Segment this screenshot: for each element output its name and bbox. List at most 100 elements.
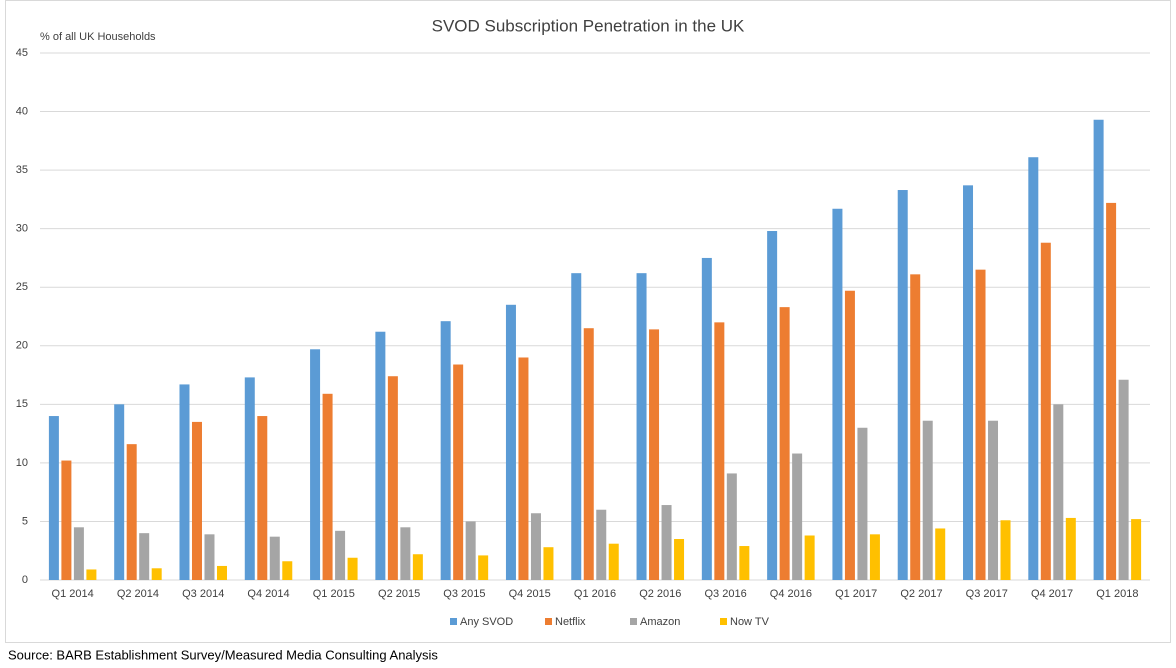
y-tick-label: 45 (16, 47, 28, 59)
bar (48, 416, 59, 580)
bar (322, 393, 333, 580)
bar (375, 331, 386, 580)
legend-label: Netflix (555, 616, 586, 628)
y-tick-label: 30 (16, 223, 28, 235)
bar (739, 546, 750, 580)
x-tick-label: Q3 2015 (443, 588, 485, 600)
y-axis-label: % of all UK Households (40, 31, 156, 43)
y-tick-label: 15 (16, 398, 28, 410)
bar (1053, 404, 1064, 580)
bar (1065, 517, 1076, 580)
bar (701, 257, 712, 580)
legend-swatch (545, 618, 552, 625)
bar (465, 521, 476, 580)
x-tick-label: Q1 2015 (313, 588, 355, 600)
bar (832, 208, 843, 580)
bar (988, 420, 999, 580)
bar (282, 561, 293, 580)
bar (73, 527, 84, 580)
bar (530, 513, 541, 580)
x-tick-label: Q4 2017 (1031, 588, 1073, 600)
bar (779, 307, 790, 580)
y-tick-label: 25 (16, 281, 28, 293)
y-tick-label: 5 (22, 515, 28, 527)
bar (1118, 379, 1129, 580)
x-tick-label: Q2 2017 (900, 588, 942, 600)
bar (922, 420, 933, 580)
bar (400, 527, 411, 580)
bar (412, 554, 423, 580)
bar (204, 534, 215, 580)
x-tick-label: Q2 2016 (639, 588, 681, 600)
bar (440, 321, 451, 580)
bar (792, 453, 803, 580)
y-tick-label: 0 (22, 574, 28, 586)
legend-label: Any SVOD (460, 616, 513, 628)
x-tick-label: Q1 2016 (574, 588, 616, 600)
legend-swatch (630, 618, 637, 625)
y-tick-label: 20 (16, 340, 28, 352)
bar (244, 377, 255, 580)
bar (844, 290, 855, 580)
bar (869, 534, 880, 580)
x-tick-label: Q2 2014 (117, 588, 159, 600)
bar (608, 543, 619, 580)
bar (583, 328, 594, 580)
bar (1131, 519, 1142, 580)
bar (310, 349, 321, 580)
bar (1093, 119, 1104, 581)
bar (935, 528, 946, 580)
bar (963, 185, 974, 580)
bar (1106, 202, 1117, 580)
x-tick-label: Q1 2017 (835, 588, 877, 600)
y-tick-label: 10 (16, 457, 28, 469)
bar (543, 547, 554, 580)
bar (674, 539, 685, 580)
bar (191, 421, 202, 580)
x-tick-label: Q1 2014 (52, 588, 94, 600)
bar (910, 274, 921, 580)
bar (86, 569, 97, 580)
bar (857, 427, 868, 580)
bar (1028, 157, 1039, 580)
bar (61, 460, 72, 580)
x-tick-label: Q4 2014 (247, 588, 289, 600)
bar (114, 404, 125, 580)
bar (649, 329, 660, 580)
bar (636, 273, 647, 580)
bar (151, 568, 162, 580)
bar (897, 190, 908, 580)
bar (518, 357, 529, 580)
x-tick-label: Q4 2016 (770, 588, 812, 600)
bar (1000, 520, 1011, 580)
bar (726, 473, 737, 580)
bar (347, 557, 358, 580)
y-tick-label: 40 (16, 105, 28, 117)
bar (661, 505, 672, 580)
legend-label: Amazon (640, 616, 680, 628)
x-tick-label: Q4 2015 (509, 588, 551, 600)
legend-swatch (450, 618, 457, 625)
bar (139, 533, 150, 580)
x-tick-label: Q2 2015 (378, 588, 420, 600)
bar (571, 273, 582, 580)
source-note: Source: BARB Establishment Survey/Measur… (8, 647, 438, 662)
bar (387, 376, 398, 580)
x-tick-label: Q3 2017 (966, 588, 1008, 600)
x-tick-label: Q3 2016 (704, 588, 746, 600)
bar (179, 384, 190, 580)
bar (804, 535, 815, 580)
legend-swatch (720, 618, 727, 625)
bar (335, 530, 346, 580)
bar (478, 555, 489, 580)
x-tick-label: Q3 2014 (182, 588, 224, 600)
chart-title: SVOD Subscription Penetration in the UK (432, 16, 745, 35)
bar (505, 304, 516, 580)
bar (975, 269, 986, 580)
bar (257, 416, 268, 580)
bar (596, 509, 607, 580)
bar (453, 364, 464, 580)
bar (1040, 242, 1051, 580)
bar (269, 536, 280, 580)
